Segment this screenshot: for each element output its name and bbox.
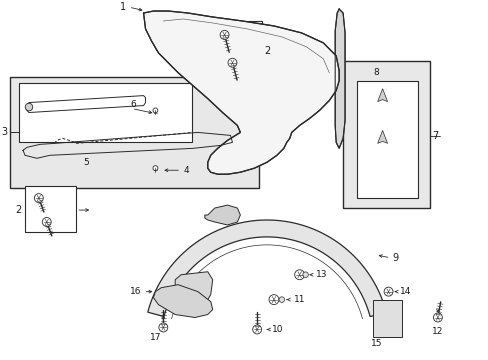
Circle shape <box>42 217 51 226</box>
Text: 4: 4 <box>183 166 188 175</box>
Text: 3: 3 <box>1 127 7 138</box>
Text: 2: 2 <box>264 46 270 56</box>
Text: 13: 13 <box>316 270 327 279</box>
Text: 1: 1 <box>120 2 125 12</box>
Polygon shape <box>153 285 212 318</box>
Bar <box>10 77 259 188</box>
Circle shape <box>25 103 33 111</box>
Circle shape <box>227 58 236 67</box>
Circle shape <box>153 166 158 171</box>
Circle shape <box>153 108 158 113</box>
Text: 12: 12 <box>431 327 443 336</box>
Text: 9: 9 <box>392 253 398 263</box>
Polygon shape <box>377 89 387 102</box>
Polygon shape <box>334 9 345 148</box>
Circle shape <box>302 272 308 278</box>
Bar <box>356 81 417 198</box>
Polygon shape <box>143 11 339 174</box>
Text: 11: 11 <box>293 295 305 304</box>
Text: 17: 17 <box>149 333 161 342</box>
Bar <box>25 186 76 232</box>
Text: 6: 6 <box>131 100 136 109</box>
Polygon shape <box>204 205 240 225</box>
Polygon shape <box>175 272 212 302</box>
Circle shape <box>279 297 284 302</box>
Circle shape <box>220 31 228 39</box>
Polygon shape <box>377 130 387 143</box>
Circle shape <box>268 294 278 305</box>
Circle shape <box>34 194 43 203</box>
Text: 14: 14 <box>400 287 411 296</box>
Text: 5: 5 <box>83 158 89 167</box>
Text: 10: 10 <box>271 325 283 334</box>
Circle shape <box>159 323 167 332</box>
Circle shape <box>383 287 392 296</box>
Polygon shape <box>147 220 386 316</box>
Bar <box>19 83 192 142</box>
Text: 7: 7 <box>431 131 437 141</box>
Text: 8: 8 <box>373 68 379 77</box>
Circle shape <box>294 270 304 280</box>
Circle shape <box>252 325 261 334</box>
Bar <box>210 21 262 79</box>
Text: 2: 2 <box>15 205 21 215</box>
Bar <box>372 300 402 337</box>
Text: 16: 16 <box>130 287 142 296</box>
Bar <box>343 61 429 208</box>
Text: 15: 15 <box>370 339 382 348</box>
Circle shape <box>432 313 442 322</box>
